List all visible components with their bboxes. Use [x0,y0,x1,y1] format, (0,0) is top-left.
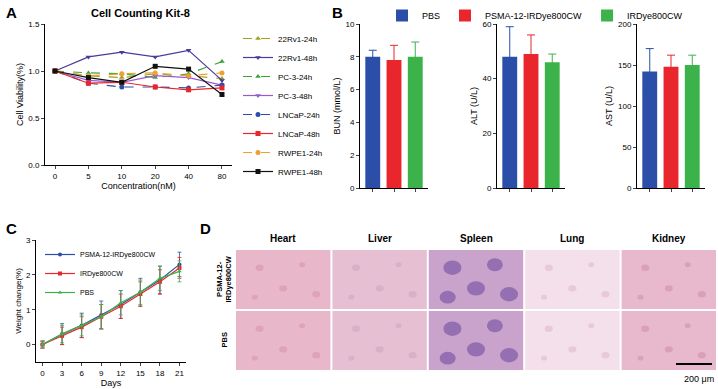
svg-text:Heart: Heart [270,233,296,244]
svg-text:2: 2 [350,151,355,160]
svg-text:40: 40 [184,172,193,181]
svg-text:PBS: PBS [80,289,94,296]
svg-text:0.0: 0.0 [28,161,40,170]
svg-text:Spleen: Spleen [460,233,493,244]
svg-text:22Rv1-48h: 22Rv1-48h [278,54,317,63]
svg-text:RWPE1-48h: RWPE1-48h [278,168,322,177]
svg-text:12: 12 [116,369,125,378]
svg-text:IRDye800CW: IRDye800CW [627,11,683,21]
svg-text:21: 21 [175,369,184,378]
svg-text:3: 3 [60,369,65,378]
svg-text:BUN (mmol/L): BUN (mmol/L) [332,77,342,134]
svg-text:RWPE1-24h: RWPE1-24h [278,149,322,158]
svg-text:0: 0 [53,172,58,181]
svg-text:40: 40 [482,74,491,83]
svg-text:0: 0 [26,340,31,349]
svg-text:200 μm: 200 μm [684,374,714,384]
svg-text:60: 60 [482,20,491,29]
svg-text:6: 6 [79,369,84,378]
svg-text:C: C [6,220,17,237]
svg-text:200: 200 [618,20,632,29]
svg-text:1: 1 [26,306,31,315]
svg-text:PC-3-24h: PC-3-24h [278,73,312,82]
svg-text:5: 5 [86,172,91,181]
svg-text:100: 100 [618,102,632,111]
svg-text:10: 10 [117,172,126,181]
svg-text:6: 6 [350,85,355,94]
svg-text:22Rv1-24h: 22Rv1-24h [278,35,317,44]
svg-text:PBS: PBS [220,332,229,347]
svg-text:Concentration(nM): Concentration(nM) [101,181,176,191]
svg-text:Lung: Lung [560,233,584,244]
svg-text:PSMA-12-IRDye800CW: PSMA-12-IRDye800CW [485,11,582,21]
svg-text:PBS: PBS [422,11,440,21]
svg-text:Days: Days [101,378,122,388]
svg-text:50: 50 [622,143,631,152]
svg-text:LNCaP-48h: LNCaP-48h [278,130,320,139]
svg-text:AST (U/L): AST (U/L) [604,86,614,126]
svg-text:IRDye800CW: IRDye800CW [80,270,123,278]
svg-text:Liver: Liver [368,233,392,244]
svg-text:8: 8 [350,53,355,62]
svg-text:B: B [332,4,343,21]
svg-text:10: 10 [345,20,354,29]
svg-text:ALT (U/L): ALT (U/L) [469,87,479,125]
svg-text:Cell Counting Kit-8: Cell Counting Kit-8 [91,7,190,19]
svg-text:18: 18 [155,369,164,378]
svg-text:80: 80 [218,172,227,181]
svg-text:LNCaP-24h: LNCaP-24h [278,111,320,120]
svg-text:1.5: 1.5 [28,20,40,29]
svg-text:0.5: 0.5 [28,114,40,123]
svg-text:1.0: 1.0 [28,67,40,76]
svg-text:PC-3-48h: PC-3-48h [278,92,312,101]
svg-text:PSMA-12-IRDye800CW: PSMA-12-IRDye800CW [80,251,155,259]
svg-text:20: 20 [482,129,491,138]
svg-text:0: 0 [487,184,492,193]
svg-text:D: D [200,220,211,237]
svg-text:2: 2 [26,271,31,280]
svg-text:9: 9 [99,369,104,378]
svg-text:20: 20 [151,172,160,181]
svg-text:PSMA-12-IRDye800CW: PSMA-12-IRDye800CW [215,255,234,302]
svg-text:150: 150 [618,61,632,70]
svg-text:A: A [6,4,17,21]
svg-text:Weight change(%): Weight change(%) [14,268,23,334]
svg-text:15: 15 [136,369,145,378]
svg-text:3: 3 [26,236,31,245]
svg-text:0: 0 [350,184,355,193]
svg-text:Cell Viability(%): Cell Viability(%) [15,63,25,126]
svg-text:0: 0 [40,369,45,378]
svg-text:4: 4 [350,118,355,127]
svg-text:0: 0 [627,184,632,193]
svg-text:Kidney: Kidney [652,233,686,244]
